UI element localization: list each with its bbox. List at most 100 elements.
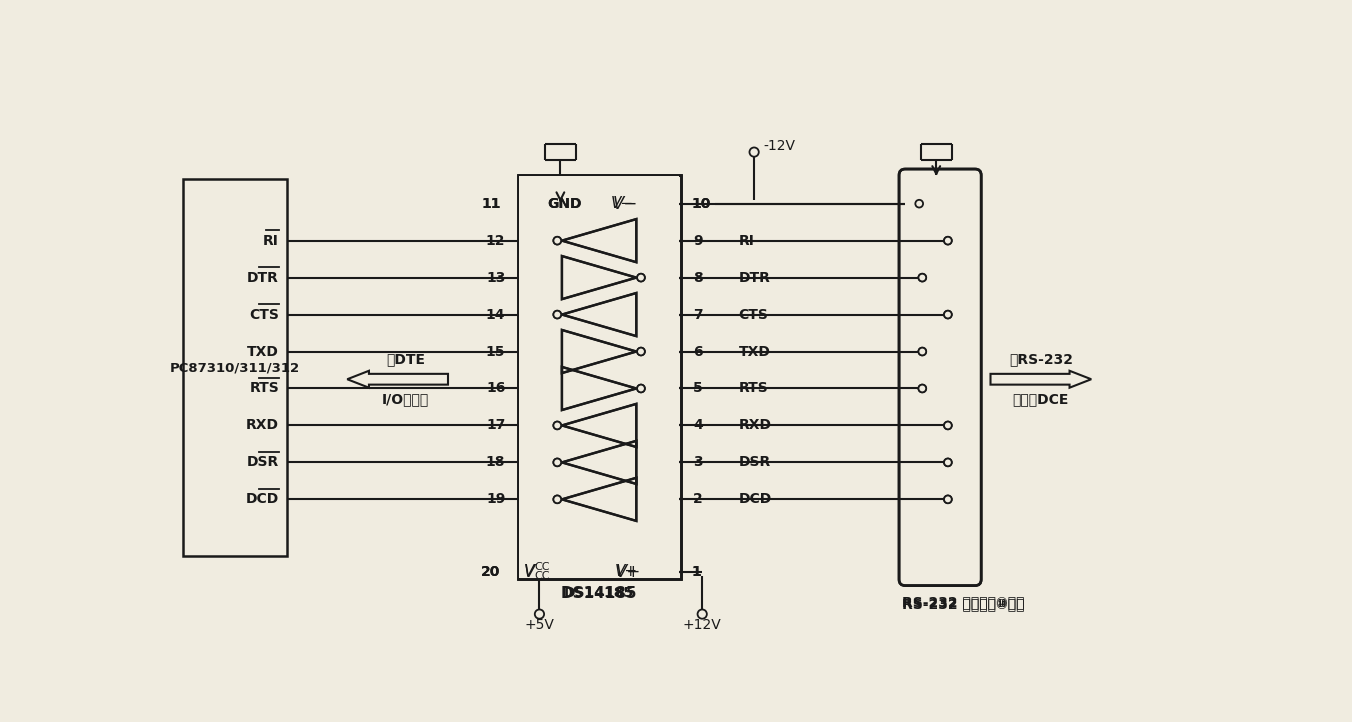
Circle shape (553, 237, 561, 245)
Text: 16: 16 (485, 381, 506, 396)
Bar (519, 176, 679, 578)
Text: V+: V+ (615, 564, 638, 579)
Circle shape (944, 458, 952, 466)
Circle shape (553, 422, 561, 430)
Text: DS14185: DS14185 (564, 586, 634, 600)
Text: DTR: DTR (247, 271, 279, 284)
Text: RI: RI (264, 234, 279, 248)
Text: 至RS-232: 至RS-232 (1009, 352, 1073, 366)
Text: DCD: DCD (738, 492, 772, 506)
Circle shape (918, 348, 926, 355)
Text: 2: 2 (692, 492, 703, 506)
Text: +5V: +5V (525, 618, 554, 632)
Text: 8: 8 (692, 271, 703, 284)
Circle shape (944, 495, 952, 503)
Circle shape (749, 147, 758, 157)
Circle shape (553, 495, 561, 503)
Circle shape (553, 310, 561, 318)
Text: 18: 18 (485, 456, 506, 469)
Circle shape (944, 310, 952, 318)
Text: 10: 10 (691, 196, 711, 211)
Text: CC: CC (535, 570, 550, 580)
Text: TXD: TXD (738, 344, 771, 359)
Text: DS14185: DS14185 (561, 586, 637, 601)
Text: 17: 17 (485, 419, 506, 432)
Text: CTS: CTS (249, 308, 279, 321)
Text: 19: 19 (485, 492, 506, 506)
Text: 15: 15 (485, 344, 506, 359)
Text: PC87310/311/312: PC87310/311/312 (170, 361, 300, 374)
Circle shape (918, 274, 926, 282)
Text: I/O单片机: I/O单片机 (381, 392, 429, 406)
Text: V+: V+ (617, 562, 641, 580)
Bar (518, 175, 680, 580)
Text: -12V: -12V (764, 139, 795, 153)
Text: V: V (525, 562, 535, 580)
Circle shape (918, 348, 926, 355)
Text: 12: 12 (485, 234, 506, 248)
Text: 14: 14 (485, 308, 506, 321)
Text: 4: 4 (692, 419, 703, 432)
Bar (183, 179, 287, 557)
Text: RS-232 连接器（⑩脚）: RS-232 连接器（⑩脚） (902, 596, 1025, 609)
Text: 3: 3 (692, 456, 703, 469)
Text: V−: V− (612, 195, 638, 213)
Text: RXD: RXD (246, 419, 279, 432)
Circle shape (944, 422, 952, 430)
Text: 11: 11 (481, 196, 500, 211)
Text: CTS: CTS (738, 308, 768, 321)
Circle shape (637, 385, 645, 392)
Text: 1: 1 (691, 565, 702, 579)
Text: 10: 10 (691, 196, 711, 211)
Circle shape (944, 237, 952, 245)
Text: 20: 20 (481, 565, 500, 579)
Circle shape (637, 274, 645, 282)
Text: 13: 13 (485, 271, 506, 284)
FancyArrow shape (991, 371, 1091, 388)
Circle shape (944, 422, 952, 430)
Text: V: V (525, 564, 534, 579)
Text: V−: V− (611, 196, 634, 211)
Circle shape (553, 458, 561, 466)
Circle shape (918, 274, 926, 282)
Circle shape (915, 200, 923, 207)
Text: 1: 1 (691, 565, 702, 579)
Circle shape (918, 385, 926, 392)
Text: 电缆和DCE: 电缆和DCE (1013, 392, 1069, 406)
Circle shape (637, 385, 645, 392)
Text: DSR: DSR (738, 456, 771, 469)
Text: GND: GND (548, 196, 581, 211)
Text: +12V: +12V (683, 618, 722, 632)
Text: 20: 20 (481, 565, 500, 579)
Circle shape (637, 274, 645, 282)
Text: DCD: DCD (246, 492, 279, 506)
Text: RTS: RTS (738, 381, 768, 396)
Circle shape (637, 348, 645, 355)
FancyArrow shape (347, 371, 448, 388)
Text: RXD: RXD (738, 419, 772, 432)
Text: RI: RI (738, 234, 754, 248)
Text: 6: 6 (692, 344, 703, 359)
Text: 至DTE: 至DTE (385, 352, 425, 366)
Circle shape (918, 385, 926, 392)
Circle shape (944, 458, 952, 466)
Text: RTS: RTS (249, 381, 279, 396)
Text: 5: 5 (692, 381, 703, 396)
Text: RS-232 连接器（⑩脚）: RS-232 连接器（⑩脚） (902, 597, 1025, 611)
Text: 11: 11 (481, 196, 500, 211)
Circle shape (553, 310, 561, 318)
Text: 9: 9 (692, 234, 703, 248)
Circle shape (944, 237, 952, 245)
Circle shape (637, 348, 645, 355)
Text: GND: GND (548, 196, 581, 211)
Circle shape (944, 310, 952, 318)
Text: DSR: DSR (247, 456, 279, 469)
Text: TXD: TXD (247, 344, 279, 359)
Circle shape (698, 609, 707, 619)
Circle shape (553, 237, 561, 245)
Circle shape (944, 495, 952, 503)
FancyBboxPatch shape (899, 169, 982, 586)
Bar (518, 175, 680, 580)
Text: 7: 7 (692, 308, 703, 321)
Circle shape (535, 609, 544, 619)
